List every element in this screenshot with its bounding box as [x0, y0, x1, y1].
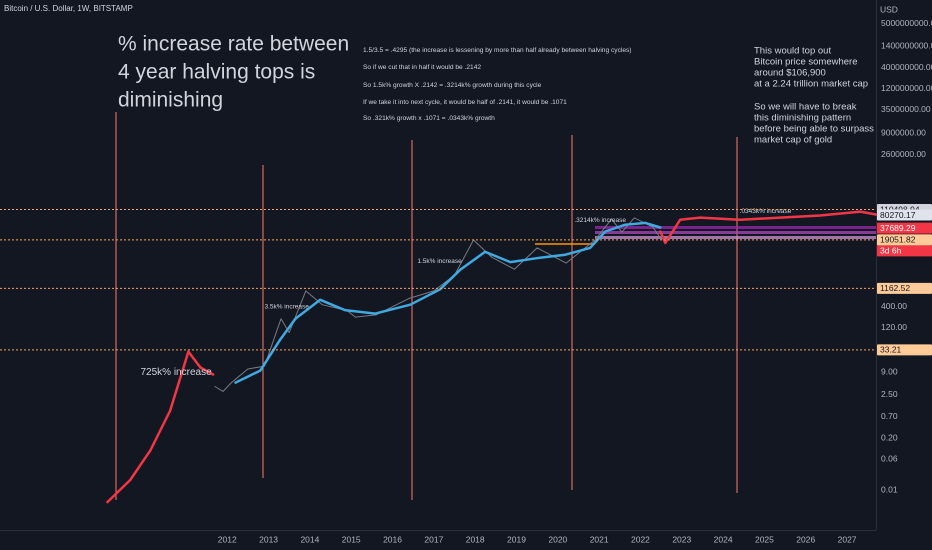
title: % increase rate between 4 year halving t… — [118, 33, 349, 112]
side-note-line: So we will have to break — [754, 102, 857, 113]
x-tick-label: 2015 — [342, 534, 361, 544]
y-tick-label: 2.50 — [881, 389, 898, 399]
price-tag — [877, 209, 932, 221]
band — [595, 236, 876, 239]
y-tick-label: 9.00 — [881, 367, 898, 377]
notes: 1.5/3.5 = .4295 (the increase is lesseni… — [363, 47, 632, 122]
y-tick-label: 400.00 — [881, 301, 907, 311]
y-tick-label: 400000000.00 — [881, 62, 932, 72]
band — [535, 243, 595, 245]
price-tag — [877, 222, 932, 234]
price-tag — [877, 282, 932, 294]
x-tick-label: 2012 — [218, 534, 237, 544]
x-tick-label: 2025 — [755, 534, 774, 544]
countdown-tag — [877, 245, 932, 257]
x-tick-label: 2021 — [590, 534, 609, 544]
y-tick-label: 0.01 — [881, 484, 898, 494]
side-note-line: at a 2.24 trillion market cap — [754, 79, 868, 90]
price-tag-label: 110498.94 — [880, 204, 920, 214]
band — [595, 231, 876, 234]
title-line: diminishing — [118, 89, 223, 112]
y-tick-label: 0.20 — [881, 433, 898, 443]
title-line: 4 year halving tops is — [118, 61, 315, 84]
price-tag — [877, 344, 932, 356]
side-note-line: around $106,900 — [754, 68, 826, 79]
y-tick-label: 120000000.00 — [881, 83, 932, 93]
x-tick-label: 2016 — [383, 534, 402, 544]
y-tick-label: 35000000.00 — [881, 104, 931, 114]
annotation: 1.5k% increase — [417, 258, 462, 265]
price-tag-label: 1162.52 — [880, 283, 910, 293]
x-tick-label: 2027 — [838, 534, 857, 544]
x-tick-label: 2026 — [796, 534, 815, 544]
note: If we take it into next cycle, it would … — [363, 99, 567, 106]
y-tick-label: 2600000.00 — [881, 149, 926, 159]
price-line — [106, 350, 215, 504]
note: So .321k% growth x .1071 = .0343k% growt… — [363, 115, 495, 122]
x-tick-label: 2023 — [672, 534, 691, 544]
side-note-line: Bitcoin price somewhere — [754, 57, 858, 68]
annotation: 3.5k% increase — [264, 303, 309, 310]
currency: USD — [880, 4, 898, 14]
note: So if we cut that in half it would be .2… — [363, 64, 481, 71]
price-tag-label: 37689.29 — [880, 223, 916, 233]
header: Bitcoin / U.S. Dollar, 1W, BITSTAMP — [4, 4, 133, 13]
x-tick-label: 2018 — [466, 534, 485, 544]
title-line: % increase rate between — [118, 33, 349, 56]
price-line — [659, 210, 878, 245]
side-note-line: before being able to surpass — [754, 124, 874, 135]
x-tick-label: 2014 — [300, 534, 319, 544]
side-note: This would top out Bitcoin price somewhe… — [754, 46, 874, 146]
fib-bands — [535, 226, 876, 245]
x-tick-label: 2022 — [631, 534, 650, 544]
halving-lines — [115, 112, 738, 500]
y-tick-label: 5000000000.00 — [881, 18, 932, 28]
y-tick-label: 0.06 — [881, 453, 898, 463]
x-tick-label: 2019 — [507, 534, 526, 544]
y-tick-label: 0.70 — [881, 411, 898, 421]
price-tag-label: 19051.82 — [880, 235, 916, 245]
price-line — [234, 221, 662, 384]
band — [595, 226, 876, 229]
note: 1.5/3.5 = .4295 (the increase is lesseni… — [363, 47, 632, 54]
price-tag-label: 33.21 — [880, 345, 902, 355]
x-tick-label: 2020 — [548, 534, 567, 544]
price-tag — [877, 234, 932, 246]
side-note-line: market cap of gold — [754, 135, 832, 146]
price-tag-label: 80270.17 — [880, 210, 916, 220]
annotation: 725k% increase — [140, 367, 212, 378]
side-note-line: This would top out — [754, 46, 831, 57]
annotation: .0343k% increase — [740, 208, 792, 215]
side-note-line: this diminishing pattern — [754, 113, 851, 124]
x-tick-label: 2024 — [714, 534, 733, 544]
x-tick-label: 2013 — [259, 534, 278, 544]
countdown: 3d 6h — [880, 246, 902, 256]
annotation: .3214k% increase — [574, 217, 626, 224]
x-tick-label: 2017 — [424, 534, 443, 544]
y-tick-label: 1400000000.00 — [881, 40, 932, 50]
y-tick-label: 120.00 — [881, 322, 907, 332]
y-tick-label: 9000000.00 — [881, 128, 926, 138]
note: So 1.5k% growth X .2142 = .3214k% growth… — [363, 82, 542, 89]
